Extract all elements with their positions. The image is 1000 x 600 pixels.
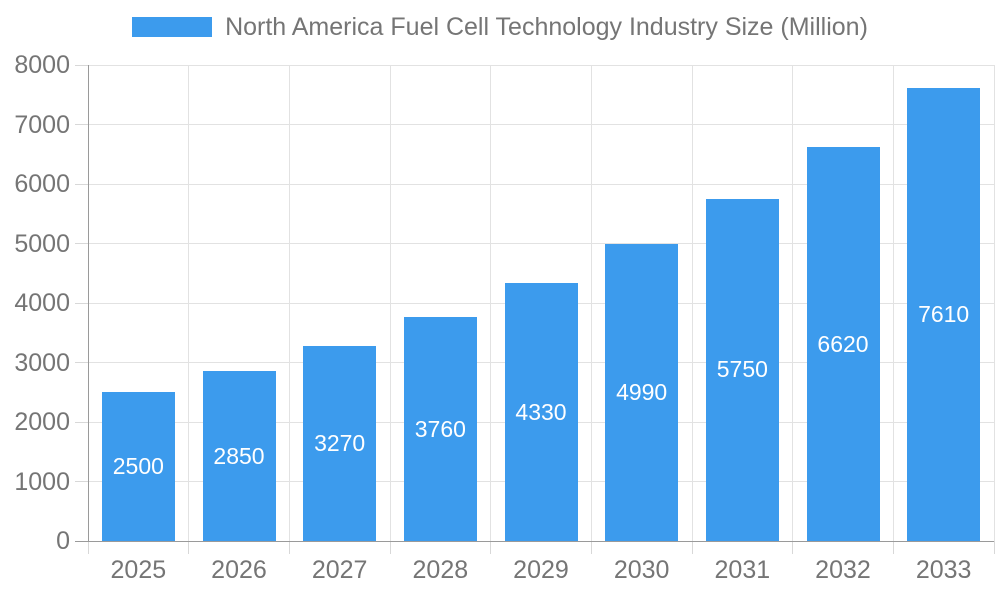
bar[interactable]: 7610 xyxy=(907,88,981,541)
y-axis-label: 3000 xyxy=(14,348,70,377)
gridline xyxy=(590,65,592,541)
tick-mark xyxy=(87,541,89,554)
gridline xyxy=(892,65,894,541)
bar-value-label: 3270 xyxy=(314,430,366,457)
gridline xyxy=(993,65,995,541)
y-axis-label: 4000 xyxy=(14,289,70,317)
gridline xyxy=(389,65,391,541)
tick-mark xyxy=(993,541,995,554)
x-axis-label: 2029 xyxy=(513,556,569,584)
legend-swatch xyxy=(132,17,213,37)
bar-value-label: 4330 xyxy=(515,398,567,425)
bar[interactable]: 6620 xyxy=(806,147,880,541)
gridline xyxy=(88,183,994,185)
gridline xyxy=(188,65,190,541)
bar[interactable]: 4330 xyxy=(504,283,578,541)
bar-value-label: 5750 xyxy=(716,356,768,383)
tick-mark xyxy=(75,183,88,185)
tick-mark xyxy=(75,124,88,125)
x-axis-label: 2028 xyxy=(412,556,469,584)
tick-mark xyxy=(75,243,88,244)
tick-mark xyxy=(792,541,794,554)
x-axis-label: 2025 xyxy=(110,556,167,584)
bar-value-label: 2850 xyxy=(213,442,265,469)
y-axis-line xyxy=(87,65,89,541)
legend-label: North America Fuel Cell Technology Indus… xyxy=(225,13,868,41)
bar[interactable]: 2850 xyxy=(202,371,276,541)
tick-mark xyxy=(75,64,88,66)
x-axis-label: 2027 xyxy=(311,556,368,584)
tick-mark xyxy=(288,541,290,554)
tick-mark xyxy=(75,421,88,423)
gridline xyxy=(691,65,693,541)
y-axis-label: 5000 xyxy=(14,229,70,258)
gridline xyxy=(792,65,794,541)
y-axis-label: 8000 xyxy=(14,51,70,79)
tick-mark xyxy=(590,541,592,554)
bar-value-label: 3760 xyxy=(414,415,466,442)
bar-value-label: 4990 xyxy=(616,379,668,406)
tick-mark xyxy=(691,541,693,554)
y-axis-label: 7000 xyxy=(14,110,70,139)
bar-value-label: 2500 xyxy=(112,453,164,480)
tick-mark xyxy=(490,541,492,554)
tick-mark xyxy=(75,302,88,304)
bar[interactable]: 2500 xyxy=(101,392,175,541)
tick-mark xyxy=(75,362,88,363)
bar-value-label: 7610 xyxy=(918,301,970,328)
x-axis-label: 2026 xyxy=(211,556,267,584)
bar[interactable]: 5750 xyxy=(705,198,779,541)
tick-mark xyxy=(389,541,391,554)
bar[interactable]: 3270 xyxy=(303,346,377,541)
bar[interactable]: 3760 xyxy=(403,317,477,541)
tick-mark xyxy=(892,541,894,554)
x-axis-label: 2033 xyxy=(915,556,972,584)
legend[interactable]: North America Fuel Cell Technology Indus… xyxy=(0,13,1000,41)
bar[interactable]: 4990 xyxy=(605,244,679,541)
tick-mark xyxy=(188,541,190,554)
x-axis-label: 2031 xyxy=(714,556,771,584)
y-axis-label: 0 xyxy=(56,527,70,555)
y-axis-label: 1000 xyxy=(14,467,70,496)
gridline xyxy=(88,64,994,66)
gridline xyxy=(88,243,994,244)
gridline xyxy=(490,65,492,541)
y-axis-label: 2000 xyxy=(14,408,70,436)
tick-mark xyxy=(75,481,88,482)
y-axis-label: 6000 xyxy=(14,170,70,198)
x-axis-line xyxy=(75,540,994,542)
gridline xyxy=(88,124,994,125)
x-axis-label: 2032 xyxy=(815,556,871,584)
x-axis-label: 2030 xyxy=(613,556,670,584)
bar-value-label: 6620 xyxy=(817,330,869,357)
gridline xyxy=(288,65,290,541)
